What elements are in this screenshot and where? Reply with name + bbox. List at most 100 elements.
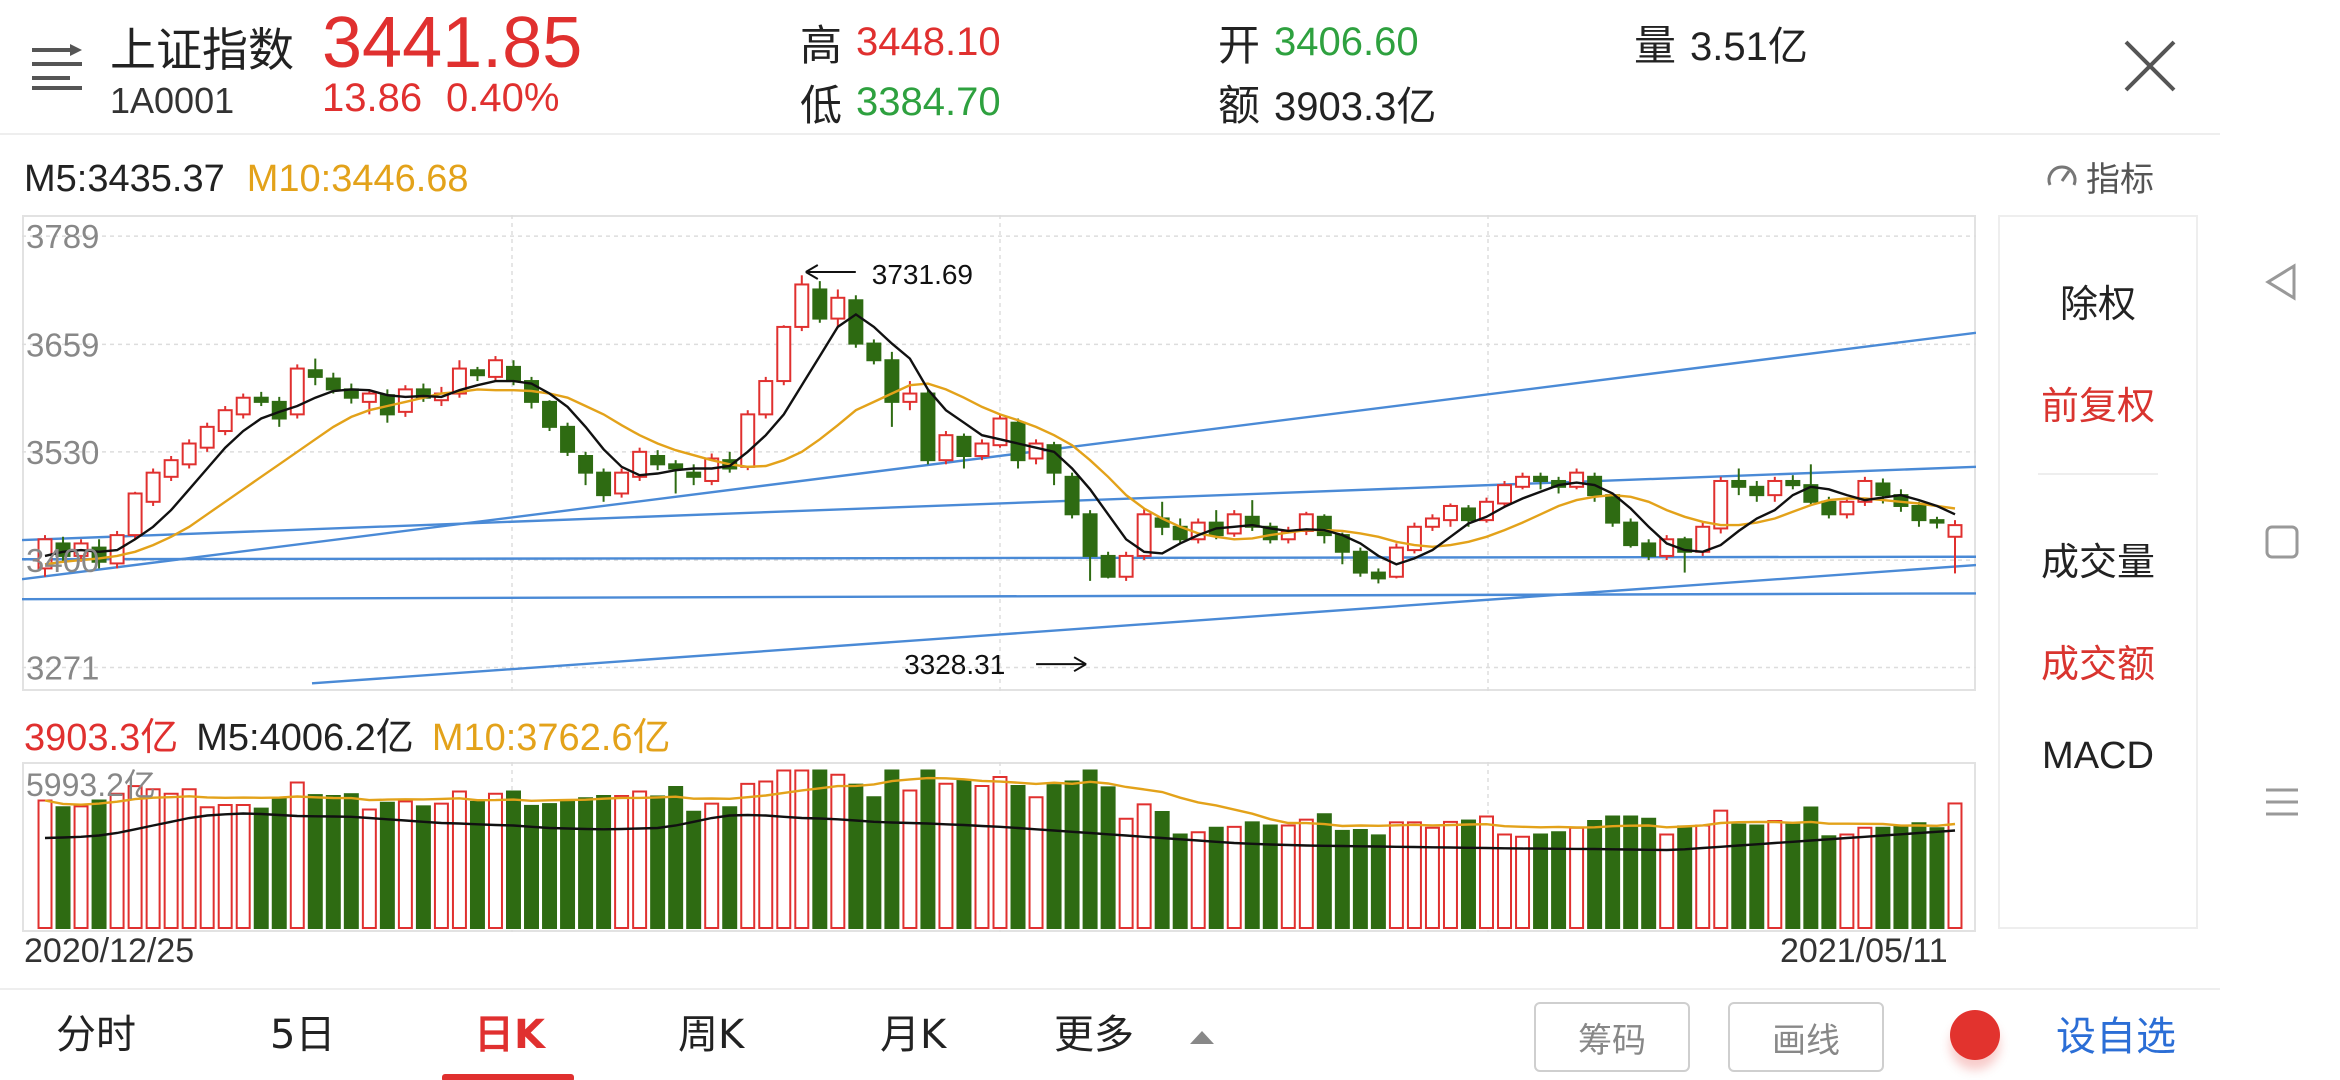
volume-bar xyxy=(992,776,1008,929)
recent-apps-icon[interactable] xyxy=(2262,782,2302,822)
index-name: 上证指数 xyxy=(110,23,294,77)
volume-bar xyxy=(1010,785,1026,929)
tab-5day[interactable]: 5日 xyxy=(270,1012,336,1058)
price-tick-label: 3659 xyxy=(26,326,99,363)
close-icon[interactable] xyxy=(2120,36,2180,96)
tab-more[interactable]: 更多 xyxy=(1054,1012,1134,1058)
volume-bar xyxy=(686,810,702,929)
candle-body xyxy=(127,492,143,537)
back-triangle-icon[interactable] xyxy=(2262,262,2302,302)
add-watchlist-button[interactable]: 设自选 xyxy=(2056,1014,2176,1060)
volume-bar xyxy=(596,795,612,929)
ma10-line xyxy=(44,382,1956,566)
volume-bar xyxy=(1262,824,1278,929)
volume-legend: 3903.3亿 M5:4006.2亿 M10:3762.6亿 xyxy=(24,706,671,761)
candle-body xyxy=(650,455,666,466)
volume-bar xyxy=(668,786,684,929)
index-code: 1A0001 xyxy=(110,80,235,121)
trend-line xyxy=(21,465,1977,542)
indicator-label: 指标 xyxy=(2086,160,2154,200)
volume-bar xyxy=(37,799,53,929)
candle-body xyxy=(145,471,161,503)
kline-chart[interactable]: 3789 3659 3530 3400 3271 3731.69 3328.31 xyxy=(21,215,1977,691)
volume-bar xyxy=(1118,817,1134,929)
candle-body xyxy=(1785,479,1801,487)
candle-body xyxy=(506,365,521,383)
chip-distribution-button[interactable]: 筹码 xyxy=(1534,1002,1690,1072)
volume-bar xyxy=(415,805,431,929)
option-forward-adjusted[interactable]: 前复权 xyxy=(2040,384,2155,428)
volume-ma5-line xyxy=(44,812,1956,852)
period-tab-bar: 分时 5日 日K 周K 月K 更多 筹码 画线 设自选 xyxy=(0,988,2220,1080)
candle-body xyxy=(1082,513,1098,557)
candle-body xyxy=(560,425,576,453)
volume-bar xyxy=(361,808,377,929)
volume-chart[interactable]: 5993.2亿 xyxy=(22,762,1976,932)
volume-bar xyxy=(217,804,233,929)
volume-ma10-line xyxy=(44,776,1956,829)
menu-lines-icon[interactable] xyxy=(30,42,84,90)
volume-bar xyxy=(1569,826,1585,929)
home-square-icon[interactable] xyxy=(2262,522,2302,562)
volume-bar xyxy=(1424,826,1440,929)
option-volume[interactable]: 成交量 xyxy=(2040,540,2155,584)
candle-body xyxy=(1857,479,1873,503)
volume-bar xyxy=(1334,829,1350,929)
candle-body xyxy=(830,296,846,320)
candle-body xyxy=(686,471,702,478)
volume-current: 3903.3亿 xyxy=(24,717,179,759)
volume-bar xyxy=(271,796,287,929)
index-change-pct: 0.40% xyxy=(446,76,560,120)
candle-body xyxy=(289,367,305,416)
tab-weekly-k[interactable]: 周K xyxy=(678,1012,745,1058)
volume-bar xyxy=(1388,821,1404,929)
record-dot-icon[interactable] xyxy=(1950,1010,2000,1060)
volume-bar xyxy=(1298,818,1314,929)
volume-bar xyxy=(487,792,503,929)
candle-body xyxy=(1749,485,1765,497)
volume-bar xyxy=(109,792,125,929)
candle-body xyxy=(163,459,179,478)
caret-up-icon[interactable] xyxy=(1188,1028,1216,1046)
candle-body xyxy=(740,413,756,468)
volume-bar xyxy=(145,788,161,929)
index-price: 3441.85 xyxy=(322,3,583,83)
tab-monthly-k[interactable]: 月K xyxy=(880,1012,947,1058)
candle-body xyxy=(469,369,485,377)
volume-bar xyxy=(848,783,864,930)
volume-bar xyxy=(1929,827,1945,929)
price-tick-label: 3530 xyxy=(26,434,99,471)
draw-line-button[interactable]: 画线 xyxy=(1728,1002,1884,1072)
tab-daily-k[interactable]: 日K xyxy=(474,1012,545,1058)
stat-amount-value: 3903.3亿 xyxy=(1274,84,1437,129)
candle-body xyxy=(199,425,215,449)
candle-body xyxy=(451,367,467,395)
volume-bar xyxy=(1731,823,1747,929)
volume-bar xyxy=(1046,784,1062,929)
volume-ma10: M10:3762.6亿 xyxy=(431,717,671,759)
candle-body xyxy=(1118,554,1134,578)
trend-line xyxy=(21,592,1977,601)
volume-bar xyxy=(1695,824,1711,929)
option-ex-rights[interactable]: 除权 xyxy=(2059,282,2136,326)
volume-bar xyxy=(1370,834,1386,929)
candle-body xyxy=(487,359,503,378)
volume-bar xyxy=(1460,819,1476,929)
candle-body xyxy=(1064,475,1080,516)
candle-body xyxy=(1226,513,1242,535)
candle-body xyxy=(614,471,630,495)
volume-bar xyxy=(650,795,666,930)
candle-body xyxy=(1352,550,1368,574)
candle-body xyxy=(1370,571,1386,580)
option-turnover[interactable]: 成交额 xyxy=(2040,642,2155,686)
indicator-button[interactable]: 指标 xyxy=(2044,152,2154,201)
stat-volume-label: 量 xyxy=(1634,21,1677,70)
volume-bar xyxy=(1641,817,1657,929)
volume-bar xyxy=(1064,780,1080,929)
volume-axis-label: 5993.2亿 xyxy=(26,767,156,803)
option-macd[interactable]: MACD xyxy=(2042,735,2154,777)
stat-amount: 额 3903.3亿 xyxy=(1218,72,1436,133)
volume-bar xyxy=(181,788,197,929)
tab-intraday[interactable]: 分时 xyxy=(56,1012,136,1058)
volume-bar xyxy=(1605,815,1621,929)
